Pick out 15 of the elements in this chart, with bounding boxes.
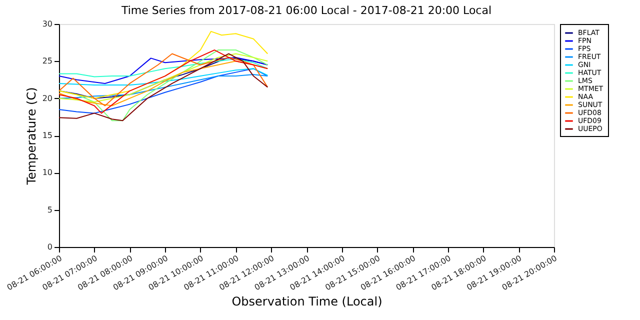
y-tick-label: 0 bbox=[47, 242, 52, 252]
line-series bbox=[58, 74, 268, 99]
line-series bbox=[58, 68, 268, 86]
line-series bbox=[58, 56, 268, 84]
y-tick-label: 15 bbox=[42, 131, 52, 140]
y-tick-label: 5 bbox=[47, 205, 52, 214]
y-tick-label: 25 bbox=[42, 56, 52, 66]
y-axis-title: Temperature (C) bbox=[24, 87, 38, 186]
line-series bbox=[58, 68, 268, 114]
chart-title: Time Series from 2017-08-21 06:00 Local - 2017-08-21 20:00 Local bbox=[120, 4, 492, 17]
y-tick-label: 10 bbox=[42, 168, 52, 178]
y-tick-label: 20 bbox=[42, 94, 52, 103]
x-axis-title: Observation Time (Local) bbox=[232, 294, 382, 308]
y-tick-label: 30 bbox=[42, 20, 52, 28]
line-series bbox=[58, 58, 268, 78]
